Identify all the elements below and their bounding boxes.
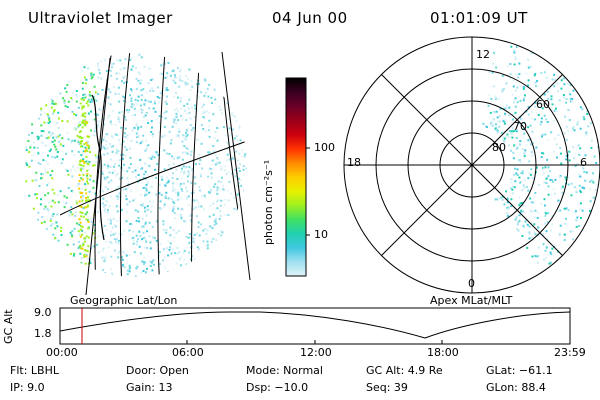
colorbar-tick-label: 10: [314, 228, 328, 241]
lat-label-80: 80: [492, 141, 506, 154]
timeline-xtick: 18:00: [427, 346, 459, 359]
status-ip: IP: 9.0: [10, 381, 45, 394]
status-filter: Flt: LBHL: [10, 364, 59, 377]
polar-panel-caption: Apex MLat/MLT: [430, 294, 512, 307]
status-gc-alt: GC Alt: 4.9 Re: [366, 364, 443, 377]
timeline-xtick: 23:59: [554, 346, 586, 359]
timeline-xtick: 06:00: [172, 346, 204, 359]
timeline-ytick: 9.0: [34, 306, 52, 319]
timeline-axis-label: GC Alt: [2, 309, 15, 344]
geo-meridian-line: [222, 52, 250, 280]
mlt-label-12: 12: [476, 48, 490, 61]
status-mode: Mode: Normal: [246, 364, 323, 377]
lat-label-60: 60: [536, 98, 550, 111]
mlt-label-0: 0: [468, 277, 475, 290]
status-glat: GLat: −61.1: [486, 364, 553, 377]
timeline-xtick: 12:00: [300, 346, 332, 359]
geo-emission-speckle: [25, 54, 248, 278]
mlt-label-18: 18: [347, 156, 361, 169]
colorbar-tick-label: 100: [314, 141, 335, 154]
status-gain: Gain: 13: [126, 381, 173, 394]
mlt-label-6: 6: [580, 156, 587, 169]
colorbar-unit-label: photon cm⁻²s⁻¹: [262, 160, 275, 245]
status-door: Door: Open: [126, 364, 189, 377]
color-bar: [286, 78, 310, 276]
lat-label-70: 70: [513, 120, 527, 133]
geo-panel-caption: Geographic Lat/Lon: [70, 294, 177, 307]
timeline-xtick: 00:00: [46, 346, 78, 359]
status-seq: Seq: 39: [366, 381, 408, 394]
status-dsp: Dsp: −10.0: [246, 381, 308, 394]
polar-plot: [344, 37, 600, 293]
altitude-timeline: [60, 308, 570, 344]
timeline-ytick: 1.8: [34, 327, 52, 340]
status-glon: GLon: 88.4: [486, 381, 546, 394]
geographic-image: [25, 50, 250, 290]
